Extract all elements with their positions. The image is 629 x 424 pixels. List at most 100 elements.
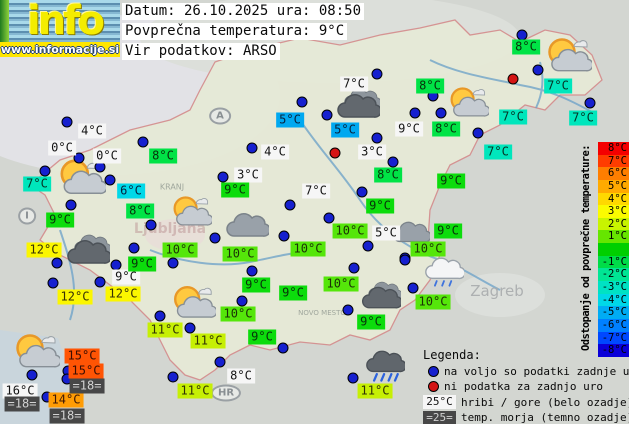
temp-label: 7°C xyxy=(544,78,572,94)
temp-label: 9°C xyxy=(434,223,462,239)
mountain-temp-label: 7°C xyxy=(302,183,330,199)
dark-cloud-icon xyxy=(359,278,403,309)
temp-label: 8°C xyxy=(512,39,540,55)
header-data-source-line: Vir podatkov: ARSO xyxy=(122,43,280,60)
station-dot-blue xyxy=(532,64,544,76)
temp-label: 5°C xyxy=(331,122,359,138)
station-dot-blue xyxy=(371,132,383,144)
country-sign: HR xyxy=(210,384,242,402)
station-dot-blue xyxy=(61,116,73,128)
place-name: NOVO MESTO xyxy=(298,309,346,317)
temp-label: 8°C xyxy=(126,203,154,219)
scale-cell: -3°C xyxy=(598,281,629,294)
mountain-temp-label: 3°C xyxy=(234,167,262,183)
dark-cloud-icon xyxy=(64,231,112,265)
temp-label: 7°C xyxy=(569,110,597,126)
country-sign: I xyxy=(18,207,36,225)
station-dot-blue xyxy=(94,276,106,288)
sea-temp-label: =18= xyxy=(69,378,105,394)
logo-brand: info xyxy=(26,0,105,44)
temp-label: 11°C xyxy=(357,383,393,399)
station-dot-red xyxy=(329,147,341,159)
gray-cloud-icon xyxy=(225,209,271,241)
sea-temp-label: =18= xyxy=(4,396,40,412)
temp-label: 15°C xyxy=(64,348,100,364)
station-dot-blue xyxy=(246,142,258,154)
station-dot-blue xyxy=(278,230,290,242)
legend-text: hribi / gore (belo ozadje) xyxy=(461,395,629,409)
station-dot-blue xyxy=(209,232,221,244)
station-dot-blue xyxy=(47,277,59,289)
scale-cell: 1°C xyxy=(598,230,629,244)
station-dot-blue xyxy=(323,212,335,224)
temp-label: 11°C xyxy=(147,322,183,338)
temp-label: 12°C xyxy=(26,242,62,258)
temp-label: 10°C xyxy=(162,242,198,258)
legend: Legenda: na voljo so podatki zadnje ure n… xyxy=(423,348,629,424)
station-dot-blue xyxy=(26,369,38,381)
station-dot-blue xyxy=(347,372,359,384)
temp-label: 9°C xyxy=(248,329,276,345)
temp-label: 9°C xyxy=(366,198,394,214)
station-dot-blue xyxy=(584,97,596,109)
station-dot-blue xyxy=(362,240,374,252)
station-dot-blue xyxy=(145,219,157,231)
station-dot-blue xyxy=(51,257,63,269)
white-rain-cloud-icon xyxy=(424,254,466,290)
scale-cell: 6°C xyxy=(598,167,629,180)
scale-cell: 5°C xyxy=(598,179,629,193)
station-dot-blue xyxy=(277,342,289,354)
logo-green-bar xyxy=(0,0,9,42)
station-dot-blue xyxy=(371,68,383,80)
mountain-temp-label: 9°C xyxy=(112,269,140,285)
mountain-temp-label: 0°C xyxy=(48,140,76,156)
temp-label: 9°C xyxy=(279,285,307,301)
legend-text: na voljo so podatki zadnje ure xyxy=(444,364,629,378)
site-logo: info www.informacije.si xyxy=(0,0,120,57)
temp-label: 10°C xyxy=(410,241,446,257)
station-dot-blue xyxy=(387,156,399,168)
station-dot-blue xyxy=(184,322,196,334)
header-date-line: Datum: 26.10.2025 ura: 08:50 xyxy=(122,3,365,20)
station-dot-blue xyxy=(409,107,421,119)
temp-label: 7°C xyxy=(23,176,51,192)
temp-label: 10°C xyxy=(222,246,258,262)
temp-label: 5°C xyxy=(276,112,304,128)
legend-text: ni podatka za zadnjo uro xyxy=(444,380,603,393)
station-dot-blue xyxy=(73,152,85,164)
temp-label: 9°C xyxy=(221,182,249,198)
mountain-temp-label: 7°C xyxy=(340,76,368,92)
place-name: Zagreb xyxy=(470,282,524,300)
mountain-temp-label: 16°C xyxy=(2,383,38,399)
station-dot-blue xyxy=(399,254,411,266)
rain-cloud-icon xyxy=(365,347,407,385)
scale-cell: -2°C xyxy=(598,268,629,282)
dark-cloud-icon xyxy=(334,85,382,119)
station-dot-blue xyxy=(167,257,179,269)
temp-label: 10°C xyxy=(220,306,256,322)
temp-label: 10°C xyxy=(290,241,326,257)
temp-label: 12°C xyxy=(105,286,141,302)
station-dot-blue xyxy=(321,109,333,121)
scale-cell: 3°C xyxy=(598,205,629,218)
sun-cloud-icon xyxy=(542,36,594,76)
station-dot-blue xyxy=(407,282,419,294)
station-dot-blue xyxy=(137,136,149,148)
mountain-temp-label: 8°C xyxy=(227,368,255,384)
temp-label: 9°C xyxy=(128,256,156,272)
sun-cloud-icon xyxy=(445,85,491,120)
station-dot-blue xyxy=(128,242,140,254)
scale-cell xyxy=(598,243,629,256)
temp-label: 12°C xyxy=(57,289,93,305)
scale-cell: -1°C xyxy=(598,255,629,269)
scale-cell: -7°C xyxy=(598,331,629,345)
mountain-temp-label: 9°C xyxy=(395,121,423,137)
station-dot-blue xyxy=(435,107,447,119)
temp-label: 10°C xyxy=(323,276,359,292)
legend-row: 25°C hribi / gore (belo ozadje) xyxy=(423,395,629,410)
mountain-temp-label: 5°C xyxy=(372,225,400,241)
logo-url: www.informacije.si xyxy=(0,42,120,57)
station-dot-blue xyxy=(214,356,226,368)
country-sign: A xyxy=(209,107,231,125)
temp-label: 9°C xyxy=(46,212,74,228)
